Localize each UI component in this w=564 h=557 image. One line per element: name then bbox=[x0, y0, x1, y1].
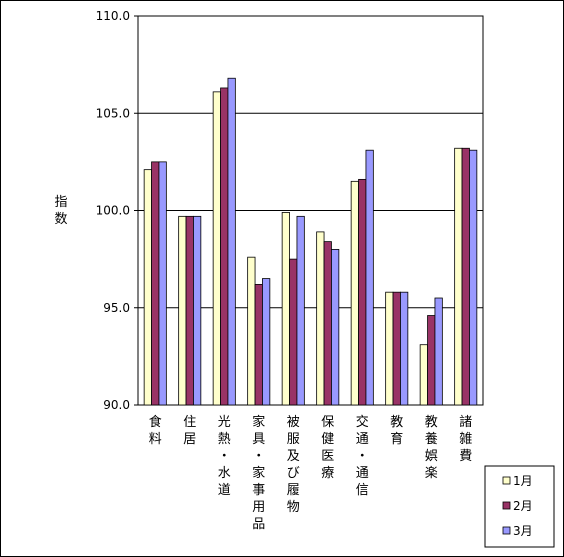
y-tick-label: 90.0 bbox=[103, 398, 130, 412]
legend-label: 1月 bbox=[513, 474, 533, 488]
bar bbox=[461, 147, 470, 406]
category-label-char: 育 bbox=[390, 431, 403, 447]
category-label-char: 家 bbox=[252, 414, 265, 430]
category-label-char: 水 bbox=[218, 466, 231, 481]
bar bbox=[365, 149, 374, 406]
bar bbox=[151, 161, 160, 406]
bar bbox=[178, 215, 187, 406]
category-label-char: 具 bbox=[252, 432, 265, 447]
bar bbox=[193, 215, 202, 406]
bar bbox=[185, 215, 194, 406]
bar bbox=[254, 284, 263, 406]
category-label-char: 住 bbox=[183, 415, 196, 430]
category-label-char: 費 bbox=[459, 449, 472, 464]
category-label-char: 履 bbox=[287, 483, 300, 498]
bar bbox=[358, 178, 367, 406]
bar bbox=[281, 212, 290, 406]
bar bbox=[247, 256, 256, 406]
bar bbox=[143, 169, 152, 406]
bar bbox=[323, 241, 332, 406]
category-label-char: 道 bbox=[218, 483, 231, 498]
bar bbox=[419, 344, 428, 406]
y-tick-label: 95.0 bbox=[103, 301, 130, 315]
category-label-char: 療 bbox=[321, 466, 334, 481]
category-label-char: 医 bbox=[321, 449, 334, 464]
legend-label: 3月 bbox=[513, 524, 533, 538]
category-label-char: 食 bbox=[149, 414, 162, 430]
legend-box bbox=[484, 465, 555, 548]
category-label-char: 物 bbox=[287, 500, 300, 515]
legend-swatch bbox=[502, 476, 511, 485]
y-axis-label-char: 数 bbox=[54, 212, 67, 227]
bar bbox=[158, 161, 167, 406]
legend-swatch bbox=[502, 501, 511, 510]
bar bbox=[350, 180, 359, 406]
category-label-char: 楽 bbox=[425, 465, 438, 481]
category-label-char: 交 bbox=[356, 414, 369, 430]
bar bbox=[289, 258, 298, 406]
bar bbox=[316, 231, 325, 406]
bar bbox=[331, 248, 340, 406]
bar bbox=[469, 149, 478, 406]
y-tick-label: 100.0 bbox=[96, 204, 130, 218]
category-label-char: 用 bbox=[252, 500, 265, 515]
y-tick-label: 110.0 bbox=[96, 9, 130, 23]
bar bbox=[262, 278, 271, 406]
bar bbox=[400, 291, 409, 406]
legend-label: 2月 bbox=[513, 499, 533, 513]
category-label-char: 事 bbox=[252, 483, 265, 498]
category-label-char: 雑 bbox=[459, 431, 472, 447]
category-label-char: 家 bbox=[252, 465, 265, 481]
category-label-char: ・ bbox=[252, 449, 265, 464]
bar bbox=[434, 297, 443, 406]
bar bbox=[227, 77, 236, 406]
bar bbox=[296, 215, 305, 406]
category-label-char: 教 bbox=[425, 414, 438, 430]
legend-swatch bbox=[502, 526, 511, 535]
bar bbox=[212, 91, 221, 406]
category-label-char: 光 bbox=[218, 415, 231, 430]
bar bbox=[427, 315, 436, 406]
category-label-char: ・ bbox=[218, 449, 231, 464]
category-label-char: 保 bbox=[321, 415, 334, 430]
category-label-char: 信 bbox=[356, 483, 369, 498]
category-label-char: 諸 bbox=[459, 414, 472, 430]
bar bbox=[385, 291, 394, 406]
category-label-char: び bbox=[287, 466, 300, 481]
category-label-char: 被 bbox=[287, 415, 300, 430]
category-label-char: 教 bbox=[390, 414, 403, 430]
y-axis-label-char: 指 bbox=[54, 195, 67, 210]
bar bbox=[220, 87, 229, 406]
bar bbox=[392, 291, 401, 406]
category-label-char: 熱 bbox=[218, 432, 231, 447]
category-label-char: 品 bbox=[252, 517, 265, 532]
bar bbox=[454, 147, 463, 406]
category-label-char: 健 bbox=[321, 432, 334, 447]
category-label-char: 通 bbox=[356, 432, 369, 447]
category-label-char: 及 bbox=[287, 449, 300, 464]
y-tick-label: 105.0 bbox=[96, 106, 130, 120]
category-label-char: 通 bbox=[356, 466, 369, 481]
category-label-char: ・ bbox=[356, 449, 369, 464]
category-label-char: 居 bbox=[183, 432, 196, 447]
category-label-char: 娯 bbox=[425, 449, 438, 464]
category-label-char: 養 bbox=[425, 431, 438, 447]
category-label-char: 服 bbox=[287, 432, 300, 447]
plot-border bbox=[137, 15, 484, 406]
category-label-char: 料 bbox=[149, 432, 162, 447]
